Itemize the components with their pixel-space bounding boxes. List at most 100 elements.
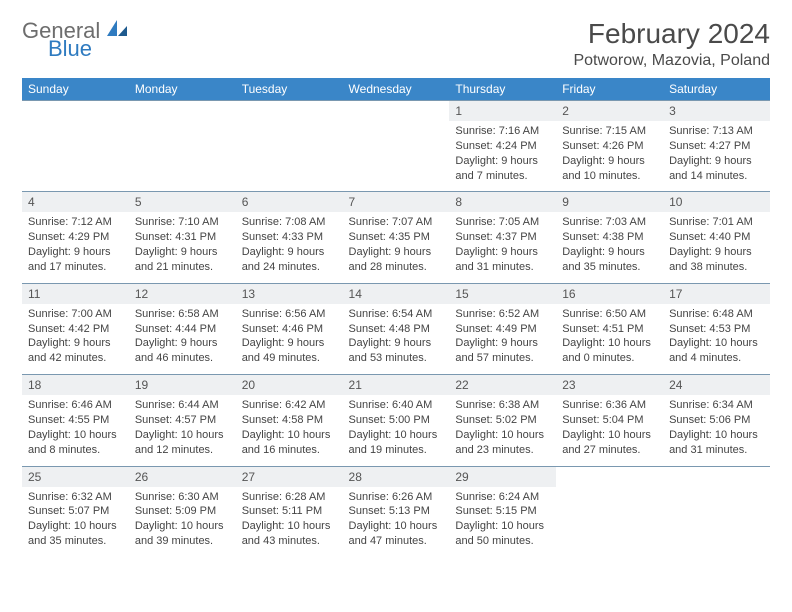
calendar-cell <box>663 466 770 557</box>
calendar-cell <box>236 101 343 192</box>
calendar-cell <box>129 101 236 192</box>
day-details: Sunrise: 6:40 AMSunset: 5:00 PMDaylight:… <box>343 395 450 465</box>
day-number: 14 <box>343 284 450 304</box>
day-number: 6 <box>236 192 343 212</box>
day-number: 15 <box>449 284 556 304</box>
day-number: 24 <box>663 375 770 395</box>
day-number: 22 <box>449 375 556 395</box>
day-number: 18 <box>22 375 129 395</box>
calendar-cell: 9Sunrise: 7:03 AMSunset: 4:38 PMDaylight… <box>556 192 663 283</box>
calendar-cell: 11Sunrise: 7:00 AMSunset: 4:42 PMDayligh… <box>22 283 129 374</box>
day-details: Sunrise: 6:34 AMSunset: 5:06 PMDaylight:… <box>663 395 770 465</box>
calendar-cell: 25Sunrise: 6:32 AMSunset: 5:07 PMDayligh… <box>22 466 129 557</box>
location: Potworow, Mazovia, Poland <box>573 52 770 70</box>
day-number: 5 <box>129 192 236 212</box>
day-number: 7 <box>343 192 450 212</box>
day-details: Sunrise: 6:38 AMSunset: 5:02 PMDaylight:… <box>449 395 556 465</box>
day-details: Sunrise: 6:56 AMSunset: 4:46 PMDaylight:… <box>236 304 343 374</box>
day-details: Sunrise: 7:08 AMSunset: 4:33 PMDaylight:… <box>236 212 343 282</box>
day-header: Sunday <box>22 78 129 101</box>
calendar-cell: 18Sunrise: 6:46 AMSunset: 4:55 PMDayligh… <box>22 375 129 466</box>
calendar-cell: 12Sunrise: 6:58 AMSunset: 4:44 PMDayligh… <box>129 283 236 374</box>
day-details: Sunrise: 7:01 AMSunset: 4:40 PMDaylight:… <box>663 212 770 282</box>
calendar-week: 1Sunrise: 7:16 AMSunset: 4:24 PMDaylight… <box>22 101 770 192</box>
day-number: 23 <box>556 375 663 395</box>
day-details: Sunrise: 6:54 AMSunset: 4:48 PMDaylight:… <box>343 304 450 374</box>
day-details: Sunrise: 6:46 AMSunset: 4:55 PMDaylight:… <box>22 395 129 465</box>
day-header-row: SundayMondayTuesdayWednesdayThursdayFrid… <box>22 78 770 101</box>
day-number: 28 <box>343 467 450 487</box>
day-details: Sunrise: 6:52 AMSunset: 4:49 PMDaylight:… <box>449 304 556 374</box>
day-number: 3 <box>663 101 770 121</box>
day-details: Sunrise: 7:10 AMSunset: 4:31 PMDaylight:… <box>129 212 236 282</box>
day-number: 16 <box>556 284 663 304</box>
calendar-cell: 22Sunrise: 6:38 AMSunset: 5:02 PMDayligh… <box>449 375 556 466</box>
logo-sail-icon <box>105 18 129 38</box>
day-details: Sunrise: 6:30 AMSunset: 5:09 PMDaylight:… <box>129 487 236 557</box>
calendar-table: SundayMondayTuesdayWednesdayThursdayFrid… <box>22 78 770 557</box>
day-number: 21 <box>343 375 450 395</box>
calendar-cell: 28Sunrise: 6:26 AMSunset: 5:13 PMDayligh… <box>343 466 450 557</box>
day-details: Sunrise: 6:32 AMSunset: 5:07 PMDaylight:… <box>22 487 129 557</box>
day-details: Sunrise: 6:42 AMSunset: 4:58 PMDaylight:… <box>236 395 343 465</box>
day-number: 13 <box>236 284 343 304</box>
calendar-cell: 20Sunrise: 6:42 AMSunset: 4:58 PMDayligh… <box>236 375 343 466</box>
day-details: Sunrise: 6:28 AMSunset: 5:11 PMDaylight:… <box>236 487 343 557</box>
calendar-cell: 10Sunrise: 7:01 AMSunset: 4:40 PMDayligh… <box>663 192 770 283</box>
day-details: Sunrise: 7:12 AMSunset: 4:29 PMDaylight:… <box>22 212 129 282</box>
calendar-cell: 1Sunrise: 7:16 AMSunset: 4:24 PMDaylight… <box>449 101 556 192</box>
day-details: Sunrise: 7:15 AMSunset: 4:26 PMDaylight:… <box>556 121 663 191</box>
calendar-cell: 15Sunrise: 6:52 AMSunset: 4:49 PMDayligh… <box>449 283 556 374</box>
calendar-cell: 19Sunrise: 6:44 AMSunset: 4:57 PMDayligh… <box>129 375 236 466</box>
calendar-cell: 14Sunrise: 6:54 AMSunset: 4:48 PMDayligh… <box>343 283 450 374</box>
header: General Blue February 2024 Potworow, Maz… <box>22 18 770 70</box>
calendar-cell <box>556 466 663 557</box>
day-details: Sunrise: 6:50 AMSunset: 4:51 PMDaylight:… <box>556 304 663 374</box>
calendar-cell: 8Sunrise: 7:05 AMSunset: 4:37 PMDaylight… <box>449 192 556 283</box>
calendar-cell: 21Sunrise: 6:40 AMSunset: 5:00 PMDayligh… <box>343 375 450 466</box>
day-details: Sunrise: 7:13 AMSunset: 4:27 PMDaylight:… <box>663 121 770 191</box>
calendar-week: 4Sunrise: 7:12 AMSunset: 4:29 PMDaylight… <box>22 192 770 283</box>
calendar-cell: 17Sunrise: 6:48 AMSunset: 4:53 PMDayligh… <box>663 283 770 374</box>
day-header: Wednesday <box>343 78 450 101</box>
day-header: Tuesday <box>236 78 343 101</box>
logo: General Blue <box>22 18 129 60</box>
calendar-cell: 3Sunrise: 7:13 AMSunset: 4:27 PMDaylight… <box>663 101 770 192</box>
calendar-cell <box>22 101 129 192</box>
calendar-week: 11Sunrise: 7:00 AMSunset: 4:42 PMDayligh… <box>22 283 770 374</box>
month-title: February 2024 <box>573 18 770 50</box>
calendar-week: 25Sunrise: 6:32 AMSunset: 5:07 PMDayligh… <box>22 466 770 557</box>
day-number: 20 <box>236 375 343 395</box>
calendar-cell: 26Sunrise: 6:30 AMSunset: 5:09 PMDayligh… <box>129 466 236 557</box>
day-number: 2 <box>556 101 663 121</box>
day-details: Sunrise: 6:48 AMSunset: 4:53 PMDaylight:… <box>663 304 770 374</box>
calendar-body: 1Sunrise: 7:16 AMSunset: 4:24 PMDaylight… <box>22 101 770 557</box>
day-header: Friday <box>556 78 663 101</box>
day-details: Sunrise: 7:03 AMSunset: 4:38 PMDaylight:… <box>556 212 663 282</box>
day-number: 12 <box>129 284 236 304</box>
day-details: Sunrise: 6:44 AMSunset: 4:57 PMDaylight:… <box>129 395 236 465</box>
day-header: Monday <box>129 78 236 101</box>
calendar-cell: 23Sunrise: 6:36 AMSunset: 5:04 PMDayligh… <box>556 375 663 466</box>
day-number: 27 <box>236 467 343 487</box>
day-details: Sunrise: 7:07 AMSunset: 4:35 PMDaylight:… <box>343 212 450 282</box>
day-number: 8 <box>449 192 556 212</box>
calendar-cell: 27Sunrise: 6:28 AMSunset: 5:11 PMDayligh… <box>236 466 343 557</box>
day-number: 9 <box>556 192 663 212</box>
day-number: 10 <box>663 192 770 212</box>
day-number: 25 <box>22 467 129 487</box>
day-details: Sunrise: 6:36 AMSunset: 5:04 PMDaylight:… <box>556 395 663 465</box>
day-details: Sunrise: 7:00 AMSunset: 4:42 PMDaylight:… <box>22 304 129 374</box>
day-details: Sunrise: 6:24 AMSunset: 5:15 PMDaylight:… <box>449 487 556 557</box>
day-number: 17 <box>663 284 770 304</box>
calendar-cell: 16Sunrise: 6:50 AMSunset: 4:51 PMDayligh… <box>556 283 663 374</box>
day-details: Sunrise: 6:26 AMSunset: 5:13 PMDaylight:… <box>343 487 450 557</box>
calendar-cell: 4Sunrise: 7:12 AMSunset: 4:29 PMDaylight… <box>22 192 129 283</box>
calendar-cell: 2Sunrise: 7:15 AMSunset: 4:26 PMDaylight… <box>556 101 663 192</box>
calendar-cell: 7Sunrise: 7:07 AMSunset: 4:35 PMDaylight… <box>343 192 450 283</box>
day-details: Sunrise: 6:58 AMSunset: 4:44 PMDaylight:… <box>129 304 236 374</box>
calendar-cell: 29Sunrise: 6:24 AMSunset: 5:15 PMDayligh… <box>449 466 556 557</box>
calendar-cell <box>343 101 450 192</box>
calendar-cell: 24Sunrise: 6:34 AMSunset: 5:06 PMDayligh… <box>663 375 770 466</box>
day-number: 1 <box>449 101 556 121</box>
